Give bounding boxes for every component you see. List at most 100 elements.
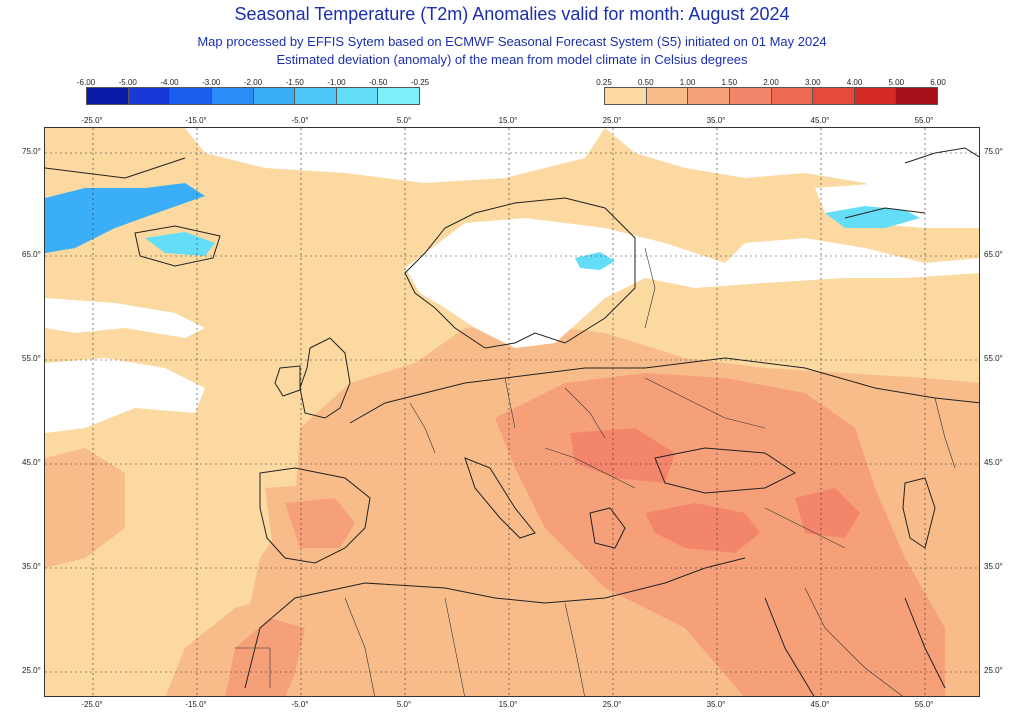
legend-negative-swatch-4 xyxy=(253,88,296,104)
legend-negative-swatch-6 xyxy=(336,88,379,104)
lon-label-top-2: -5.0° xyxy=(291,116,309,125)
border-france-germany xyxy=(409,402,436,454)
lat-label-left-1: 65.0° xyxy=(22,250,41,259)
legend-negative-swatch-3 xyxy=(211,88,254,104)
anomaly-field-neutral-atlantic xyxy=(45,358,205,433)
lon-label-bottom-5: 25.0° xyxy=(602,700,622,709)
map-subtitle-source: Map processed by EFFIS Sytem based on EC… xyxy=(197,34,827,49)
lat-label-left-3: 45.0° xyxy=(22,458,41,467)
coastline-svalbard xyxy=(904,147,979,164)
coastline-scandinavia xyxy=(404,197,636,349)
legend-positive-tick-8: 6.00 xyxy=(930,78,946,87)
legend-positive-swatch-0 xyxy=(605,88,647,104)
legend-negative-swatch-1 xyxy=(128,88,171,104)
legend-positive-tick-1: 0.50 xyxy=(637,78,654,87)
lon-label-top-3: 5.0° xyxy=(396,116,412,125)
legend-negative-tick-8: -0.25 xyxy=(410,78,430,87)
legend-positive-swatch-1 xyxy=(646,88,689,104)
lon-label-top-0: -25.0° xyxy=(81,116,103,125)
lon-label-bottom-8: 55.0° xyxy=(914,700,934,709)
legend-positive-swatch-5 xyxy=(813,88,855,104)
legend-negative-swatch-5 xyxy=(295,88,337,104)
lon-label-bottom-4: 15.0° xyxy=(498,700,518,709)
lon-label-top-1: -15.0° xyxy=(185,116,207,125)
coastline-italy xyxy=(464,457,536,539)
anomaly-field-neutral-north-atlantic xyxy=(45,298,205,338)
border-africa-1 xyxy=(344,597,375,696)
border-poland-ukraine xyxy=(564,387,606,439)
coastlines xyxy=(45,147,979,696)
legend-positive-tick-6: 4.00 xyxy=(846,78,863,87)
anomaly-field-hotter-caucasus xyxy=(795,488,860,538)
coastline-europe xyxy=(349,357,979,424)
lon-label-bottom-3: 5.0° xyxy=(396,700,412,709)
anomaly-field-warm-africa xyxy=(165,588,745,696)
anomaly-field-warm-atlantic xyxy=(45,448,125,568)
coastline-black-sea xyxy=(654,447,796,494)
lon-label-top-7: 45.0° xyxy=(810,116,830,125)
lon-label-top-5: 25.0° xyxy=(602,116,622,125)
anomaly-field-hotter-balkans xyxy=(570,428,675,483)
legend-negative-tick-4: -2.00 xyxy=(243,78,263,87)
lat-label-right-5: 25.0° xyxy=(984,666,1003,675)
lat-label-right-1: 65.0° xyxy=(984,250,1003,259)
legend-positive-swatch-2 xyxy=(688,88,730,104)
lat-label-right-3: 45.0° xyxy=(984,458,1003,467)
legend-negative-tick-2: -4.00 xyxy=(160,78,179,87)
legend-negative-colorbar xyxy=(86,87,420,105)
map-subtitle-units: Estimated deviation (anomaly) of the mea… xyxy=(276,52,748,67)
border-finland-russia xyxy=(644,247,656,329)
legend-negative-tick-5: -1.50 xyxy=(285,78,304,87)
anomaly-field-cold-barents xyxy=(825,206,920,228)
lat-label-right-0: 75.0° xyxy=(984,147,1003,156)
anomaly-field-colder-iceland xyxy=(145,232,215,256)
coastline-north-africa xyxy=(244,557,746,689)
legend-positive-tick-7: 5.00 xyxy=(888,78,905,87)
lon-label-bottom-7: 45.0° xyxy=(810,700,830,709)
legend-positive-colorbar xyxy=(604,87,938,105)
legend-negative-swatch-2 xyxy=(170,88,212,104)
map-title: Seasonal Temperature (T2m) Anomalies val… xyxy=(234,4,790,24)
border-kazakhstan xyxy=(934,397,956,469)
legend-negative-tick-0: -6.00 xyxy=(76,78,96,87)
legend-negative-tick-7: -0.50 xyxy=(369,78,388,87)
legend-positive-swatch-6 xyxy=(854,88,897,104)
anomaly-map xyxy=(44,127,980,697)
lon-label-bottom-2: -5.0° xyxy=(291,700,309,709)
anomaly-field-hot-iberia xyxy=(285,498,355,548)
anomaly-field-neutral-norwegian-sea xyxy=(185,128,605,183)
legend-negative-swatch-7 xyxy=(378,88,419,104)
legend-negative-swatch-0 xyxy=(87,88,129,104)
border-germany-poland xyxy=(504,377,516,429)
lon-label-top-8: 55.0° xyxy=(914,116,934,125)
legend-positive-swatch-4 xyxy=(771,88,814,104)
lon-label-bottom-1: -15.0° xyxy=(185,700,207,709)
lat-label-left-0: 75.0° xyxy=(22,147,41,156)
lat-label-left-5: 25.0° xyxy=(22,666,41,675)
legend-negative-tick-6: -1.00 xyxy=(327,78,346,87)
graticule xyxy=(45,128,979,696)
lat-label-right-2: 55.0° xyxy=(984,354,1003,363)
legend-positive-tick-3: 1.50 xyxy=(721,78,738,87)
legend-positive-ticks: 0.25 0.50 1.00 1.50 2.00 3.00 4.00 5.00 6.00 xyxy=(596,78,946,88)
anomaly-field-cold-finland xyxy=(575,252,615,270)
coastline-novaya-zemlya xyxy=(844,207,926,219)
legend-positive-tick-5: 3.00 xyxy=(804,78,821,87)
legend-negative-tick-3: -3.00 xyxy=(202,78,221,87)
anomaly-field-hot-africa xyxy=(225,618,305,696)
anomaly-field-neutral-scandinavia xyxy=(405,218,979,348)
legend-positive-tick-2: 1.00 xyxy=(679,78,696,87)
border-africa-2 xyxy=(444,597,465,696)
legend-negative-tick-1: -5.00 xyxy=(118,78,137,87)
lon-label-bottom-6: 35.0° xyxy=(706,700,726,709)
coastline-greenland xyxy=(45,157,186,179)
legend-positive-anomaly: 0.25 0.50 1.00 1.50 2.00 3.00 4.00 5.00 6.00 xyxy=(596,78,946,114)
border-balkans xyxy=(544,447,636,489)
coastline-ireland xyxy=(274,365,301,397)
coastline-red-sea xyxy=(764,597,815,696)
anomaly-field-cold-greenland-sea xyxy=(45,183,205,253)
lat-label-left-4: 35.0° xyxy=(22,562,41,571)
lon-label-bottom-0: -25.0° xyxy=(81,700,103,709)
legend-positive-tick-4: 2.00 xyxy=(763,78,779,87)
lon-label-top-4: 15.0° xyxy=(498,116,518,125)
